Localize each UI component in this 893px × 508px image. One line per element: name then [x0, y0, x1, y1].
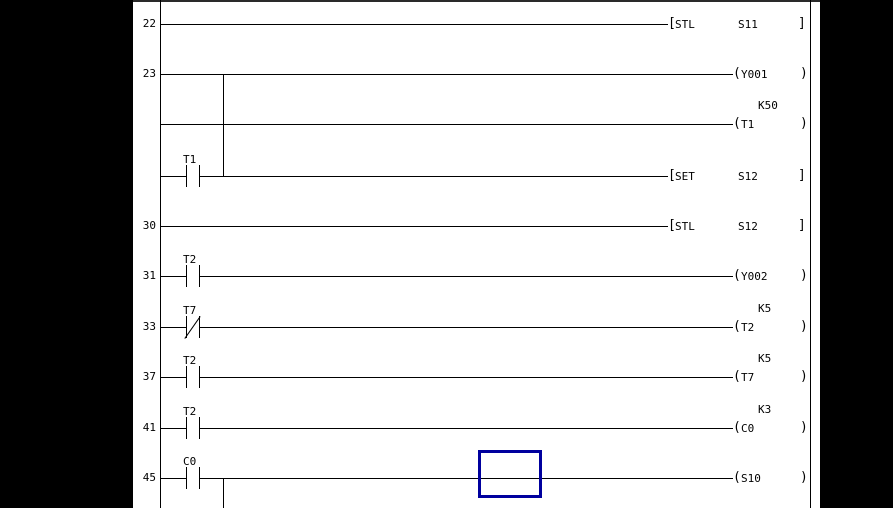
coil-paren-open: (: [733, 66, 741, 81]
coil-paren-close: ): [800, 420, 808, 435]
coil-paren-open: (: [733, 420, 741, 435]
coil-preset-value: K50: [758, 99, 778, 112]
step-number: 23: [142, 67, 156, 80]
instruction-bracket-close: ]: [798, 168, 806, 183]
coil-device-name: Y001: [741, 68, 768, 81]
coil-paren-open: (: [733, 319, 741, 334]
rung-wire-segment: [160, 24, 668, 25]
coil-device-name: T1: [741, 118, 755, 131]
coil-paren-open: (: [733, 268, 741, 283]
step-number: 33: [142, 320, 156, 333]
instruction-bracket-close: ]: [798, 218, 806, 233]
coil-paren-close: ): [800, 116, 808, 131]
instruction-operand: S11: [738, 18, 758, 31]
left-power-rail: [160, 0, 161, 508]
step-number: 41: [142, 421, 156, 434]
contact-bar-left: [186, 316, 187, 338]
rung-wire-segment: [160, 327, 186, 328]
instruction-bracket-open: [: [668, 16, 676, 31]
coil-paren-close: ): [800, 66, 808, 81]
coil-device-name: Y002: [741, 270, 768, 283]
rung-wire-segment: [160, 428, 186, 429]
step-number: 30: [142, 219, 156, 232]
contact-bar-left: [186, 467, 187, 489]
instruction-mnemonic: STL: [675, 18, 695, 31]
branch-rung-23: [223, 74, 224, 176]
rung-wire-segment: [199, 176, 668, 177]
coil-paren-open: (: [733, 369, 741, 384]
rung-wire-segment: [160, 226, 668, 227]
instruction-mnemonic: SET: [675, 170, 695, 183]
canvas-top-border: [133, 0, 820, 2]
coil-paren-open: (: [733, 470, 741, 485]
contact-bar-left: [186, 165, 187, 187]
step-number: 37: [142, 370, 156, 383]
coil-paren-close: ): [800, 268, 808, 283]
contact-label: T7: [183, 304, 197, 317]
rung-wire-segment: [199, 428, 733, 429]
step-number: 22: [142, 17, 156, 30]
rung-wire-segment: [160, 377, 186, 378]
rung-wire-segment: [199, 276, 733, 277]
instruction-bracket-close: ]: [798, 16, 806, 31]
instruction-operand: S12: [738, 170, 758, 183]
instruction-bracket-open: [: [668, 218, 676, 233]
coil-device-name: C0: [741, 422, 755, 435]
coil-preset-value: K5: [758, 352, 772, 365]
contact-label: T2: [183, 253, 197, 266]
rung-wire-segment: [160, 74, 733, 75]
rung-wire-segment: [199, 327, 733, 328]
rung-wire-segment: [160, 176, 186, 177]
ladder-canvas[interactable]: [133, 0, 820, 508]
coil-preset-value: K3: [758, 403, 772, 416]
edit-cursor[interactable]: [478, 450, 542, 498]
coil-paren-close: ): [800, 470, 808, 485]
rung-wire-segment: [160, 124, 733, 125]
contact-bar-left: [186, 417, 187, 439]
right-gutter: [820, 0, 893, 508]
contact-label: C0: [183, 455, 197, 468]
coil-device-name: T7: [741, 371, 755, 384]
instruction-operand: S12: [738, 220, 758, 233]
coil-device-name: S10: [741, 472, 761, 485]
left-gutter: [0, 0, 133, 508]
rung-wire-segment: [160, 478, 186, 479]
rung-wire-segment: [199, 377, 733, 378]
contact-label: T2: [183, 354, 197, 367]
coil-paren-close: ): [800, 369, 808, 384]
contact-label: T1: [183, 153, 197, 166]
coil-paren-close: ): [800, 319, 808, 334]
step-number: 45: [142, 471, 156, 484]
coil-device-name: T2: [741, 321, 755, 334]
coil-paren-open: (: [733, 116, 741, 131]
coil-preset-value: K5: [758, 302, 772, 315]
instruction-bracket-open: [: [668, 168, 676, 183]
contact-bar-left: [186, 366, 187, 388]
contact-bar-left: [186, 265, 187, 287]
right-power-rail: [810, 0, 811, 508]
rung-wire-segment: [199, 478, 733, 479]
contact-label: T2: [183, 405, 197, 418]
step-number: 31: [142, 269, 156, 282]
instruction-mnemonic: STL: [675, 220, 695, 233]
branch-rung-45: [223, 478, 224, 508]
rung-wire-segment: [160, 276, 186, 277]
